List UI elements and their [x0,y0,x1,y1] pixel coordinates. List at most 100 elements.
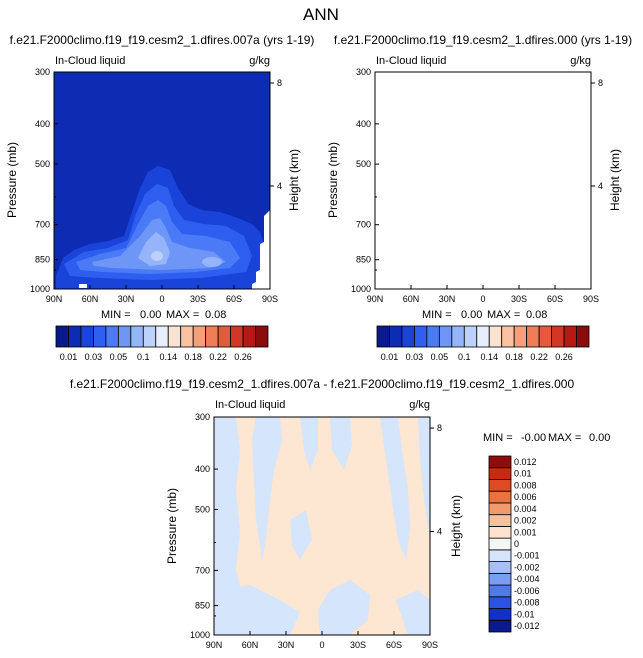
panel-c-minmax: MIN = -0.00 MAX = 0.00 [483,432,610,444]
panel-b-frame [374,71,592,290]
panel-b-colorbar-swatch [463,325,478,348]
panel-b-missing-data [573,210,591,289]
panel-c-x-tick-label: 60S [386,640,402,650]
panel-b-colorbar-swatch [563,325,577,348]
panel-b-x-tick-label: 90N [367,294,384,304]
panel-c-colorbar-swatch [488,467,512,480]
panel-a-colorbar-swatch [155,325,169,348]
panel-c-colorbar-label: 0 [514,539,519,549]
panel-b-colorbar-swatch [476,325,490,348]
panel-c-negative-region-8 [396,590,430,635]
panel-b-y2-tick-label: 4 [598,181,603,191]
panel-a-colorbar-label: 0.01 [60,352,78,362]
panel-b-colorbar-swatch [426,325,440,348]
panel-c-y-tick-label: 400 [195,464,210,474]
panel-c-units: g/kg [409,399,430,411]
panel-b-contour-1 [377,166,591,289]
panel-a-field-label: In-Cloud liquid [55,55,125,67]
panel-a-colorbar-swatch [167,325,182,348]
panel-a-colorbar-swatch [105,325,119,348]
panel-a-x-tick-label: 0 [159,294,164,304]
panel-a-units: g/kg [249,55,270,67]
panel-a-max-value: 0.08 [205,309,226,321]
panel-b-colorbar-swatch [376,325,390,348]
panel-c-colorbar-swatch [488,608,512,621]
panel-b-colorbar-label: 0.1 [458,352,471,362]
panel-a-y-tick-label: 850 [35,255,50,265]
panel-b-colorbar-label: 0.26 [555,352,573,362]
panel-b-colorbar-label: 0.14 [480,352,498,362]
panel-c-colorbar-label: -0.006 [514,586,540,596]
panel-b-colorbar-label: 0.03 [406,352,424,362]
panel-a-colorbar-label: 0.14 [159,352,177,362]
panel-c-negative-region-6 [214,585,300,635]
panel-b-y-tick-label: 400 [356,119,371,129]
panel-c-colorbar-swatch [488,619,512,633]
panel-a-colorbar-swatch [142,325,157,348]
panel-a-plot [54,72,270,289]
panel-c-negative-region-7 [318,580,370,635]
panel-a-colorbar-label: 0.18 [184,352,202,362]
panel-c-plot [214,417,430,635]
panel-b-contour-6 [472,251,484,261]
panel-c-colorbar-swatch [488,537,512,551]
panel-c-y2-tick-label: 4 [437,527,442,537]
panel-b-field-label: In-Cloud liquid [376,55,446,67]
panel-c-negative-region-4 [330,417,352,470]
panel-b-colorbar-swatch [401,325,415,348]
panel-b-colorbar-swatch [488,325,503,348]
panel-c-colorbar-swatch [488,526,512,539]
panel-a-y2-tick-label: 8 [277,78,282,88]
panel-a-missing-data-notch [79,284,87,288]
panel-a-colorbar-swatch [230,325,244,348]
panel-b-y-tick-label: 1000 [351,284,371,294]
panel-a-colorbar-label: 0.03 [85,352,103,362]
panel-c-x-tick-label: 30S [350,640,366,650]
panel-a-colorbar-label: 0.22 [209,352,227,362]
panel-c-negative-region-5 [380,417,410,560]
panel-b-min-value: 0.00 [461,309,482,321]
panel-c-negative-region-3 [300,417,318,470]
panel-a-y-tick-label: 700 [35,220,50,230]
panel-c-x-tick-label: 90N [206,640,223,650]
panel-a-colorbar-label: 0.05 [110,352,128,362]
panel-a-contour-6 [151,251,163,261]
panel-c-y-tick-label: 1000 [190,630,210,640]
panel-b-y-tick-label: 500 [356,159,371,169]
panel-a-y-tick-label: 1000 [30,284,50,294]
panel-c-colorbar-label: -0.001 [514,551,540,561]
panel-b-colorbar-swatch [451,325,465,348]
panel-c-colorbar-label: -0.004 [514,574,540,584]
panel-c-colorbar-label: 0.001 [514,527,537,537]
panel-b-colorbar-swatch [538,325,552,348]
panel-b-x-tick-label: 60N [403,294,420,304]
panel-b-contour-5 [459,232,491,266]
panel-a-y-tick-label: 300 [35,67,50,77]
panel-a-colorbar-label: 0.26 [234,352,252,362]
panel-c-colorbar-swatch [488,455,512,469]
panel-c-min-value: -0.00 [521,432,546,444]
panel-b-y-label: Pressure (mb) [326,142,340,218]
panel-c-colorbar-label: 0.01 [514,469,532,479]
panel-c-max-label: MAX = [548,432,581,444]
panel-a-colorbar: 0.01 0.03 0.05 0.1 0.14 0.18 0.22 0.26 [55,325,269,362]
panel-a-missing-data [252,210,270,289]
panel-a-x-tick-label: 90N [46,294,63,304]
panel-b-colorbar-swatch [414,325,428,348]
panel-b-x-tick-label: 90S [583,294,599,304]
panel-a-colorbar-swatch [80,325,94,348]
panel-a-contour-7 [202,257,222,267]
panel-c-y-tick-label: 300 [195,412,210,422]
panel-a-colorbar-swatch [68,325,82,348]
panel-b-plot [375,72,591,289]
panel-c-colorbar-swatch [488,502,512,516]
panel-a-colorbar-swatch [93,325,107,348]
panel-a-x-tick-label: 60N [82,294,99,304]
panel-c-colorbar-swatch [488,584,512,598]
panel-c-colorbar-label: 0.012 [514,457,537,467]
panel-b-contour-2 [385,184,573,280]
panel-a-y-label: Pressure (mb) [5,142,19,218]
panel-b-colorbar-swatch [513,325,528,348]
